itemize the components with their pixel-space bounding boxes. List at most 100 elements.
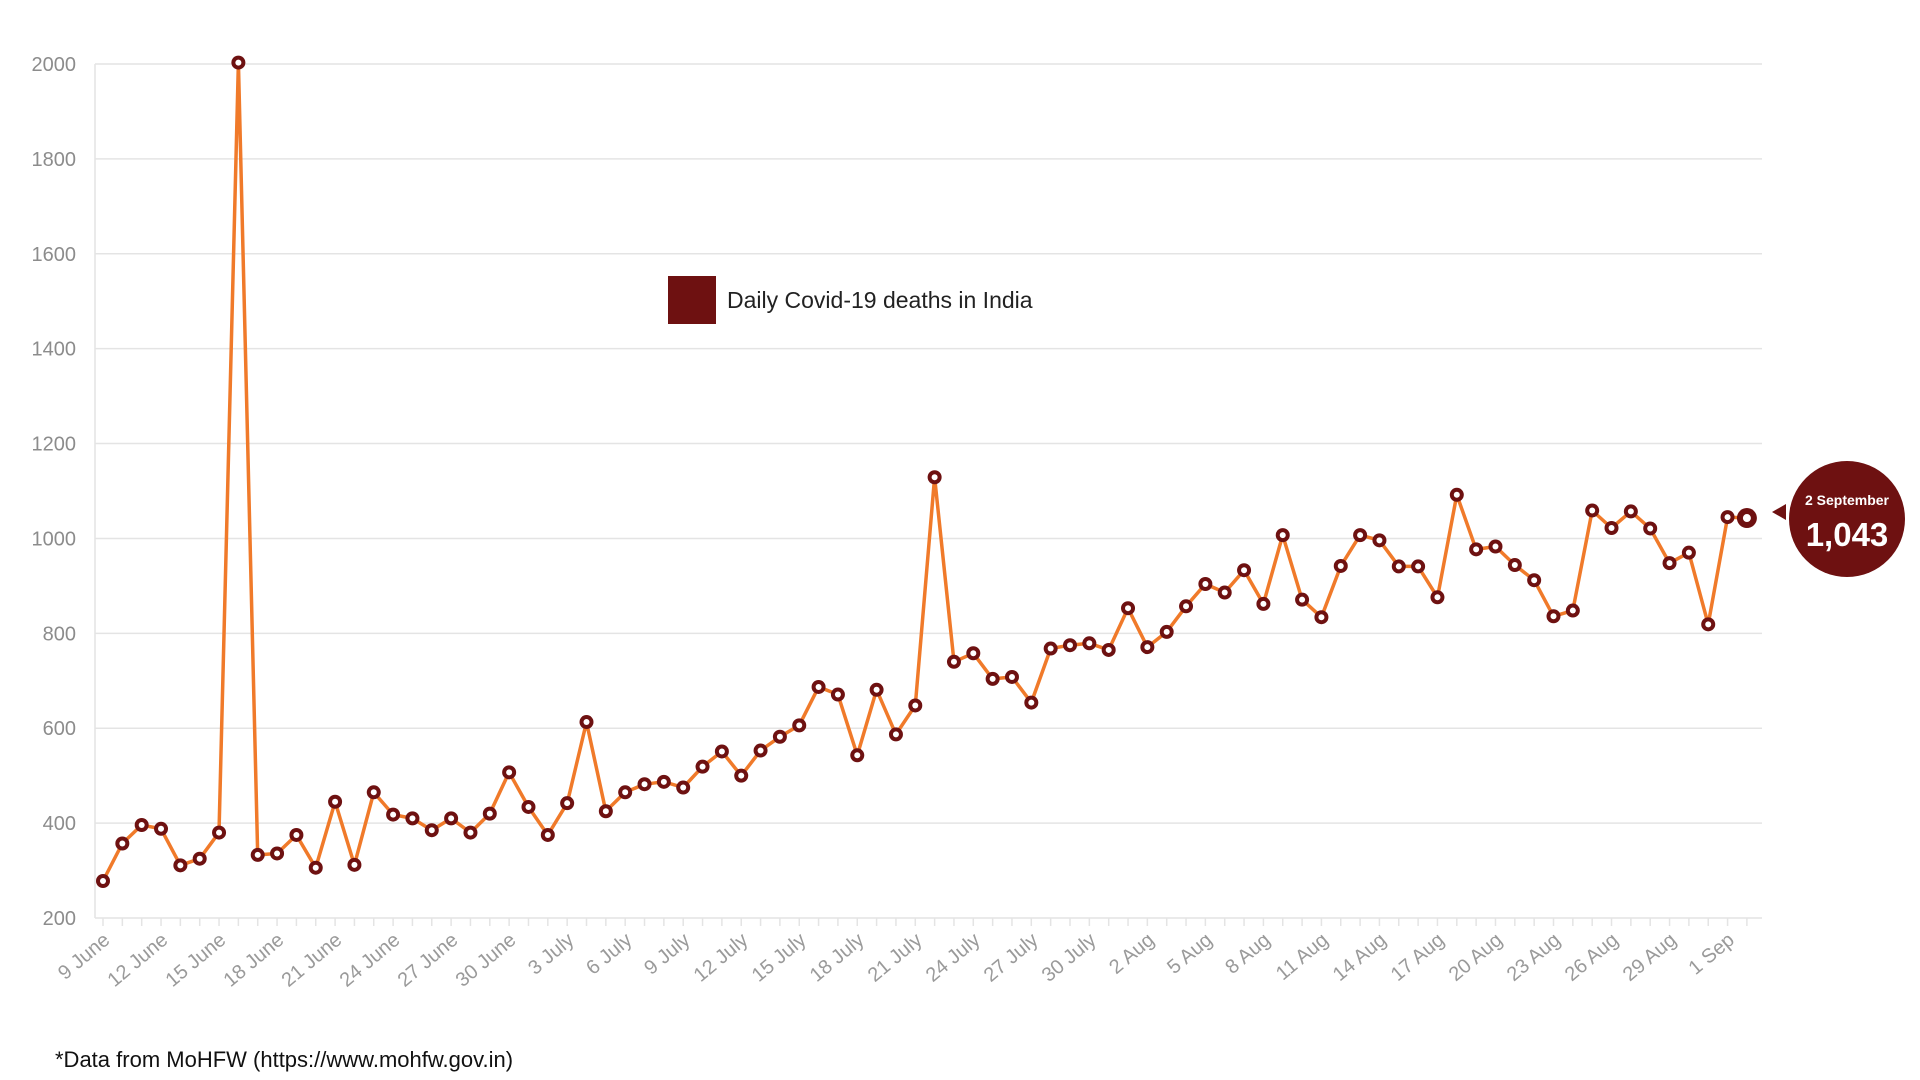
x-tick-label: 29 Aug (1619, 929, 1681, 986)
data-point-center (1627, 508, 1634, 515)
data-point-center (486, 810, 493, 817)
y-tick-label-600: 600 (43, 718, 76, 740)
data-point-center (370, 789, 377, 796)
data-point-center (660, 778, 667, 785)
data-point-center (1685, 549, 1692, 556)
data-point-center (873, 686, 880, 693)
x-tick-label: 24 June (336, 929, 405, 992)
data-point-center (138, 822, 145, 829)
data-point-center (1647, 525, 1654, 532)
data-point-center (1492, 543, 1499, 550)
x-tick-label: 12 July (690, 929, 753, 987)
data-point-center (1569, 607, 1576, 614)
data-point-center (1125, 605, 1132, 612)
data-point-center (1183, 603, 1190, 610)
data-point-center (312, 864, 319, 871)
data-point-center (1067, 642, 1073, 649)
data-point-center (583, 719, 590, 726)
gridlines (94, 63, 1762, 919)
x-tick-label: 12 June (104, 929, 173, 992)
y-tick-label-200: 200 (43, 908, 76, 930)
data-point-center (564, 800, 571, 807)
data-point-center (1724, 514, 1731, 521)
data-point-center (544, 831, 551, 838)
x-tick-label: 1 Sep (1685, 929, 1739, 979)
x-tick-label: 27 July (980, 929, 1043, 987)
data-point-center (506, 769, 513, 776)
data-point-center (1434, 594, 1441, 601)
x-tick-label: 17 Aug (1387, 929, 1449, 986)
data-point-center (1742, 514, 1751, 523)
data-point-center (1473, 546, 1480, 553)
data-point-center (931, 474, 938, 481)
data-point-center (1511, 562, 1518, 569)
x-tick-label: 30 July (1038, 929, 1101, 987)
data-point-center (428, 827, 435, 834)
data-point-center (235, 59, 242, 66)
data-point-center (796, 722, 803, 729)
y-tick-label-1200: 1200 (32, 434, 77, 456)
x-tick-label: 8 Aug (1221, 929, 1274, 979)
legend-swatch (668, 276, 716, 324)
data-point-center (1666, 560, 1673, 567)
callout-date: 2 September (1805, 492, 1890, 508)
data-point-center (1299, 596, 1306, 603)
data-point-center (718, 748, 725, 755)
data-point-center (1008, 673, 1015, 680)
callout-pointer (1772, 504, 1786, 520)
data-point-center (950, 658, 957, 665)
x-tick-label: 5 Aug (1163, 929, 1216, 979)
y-tick-label-400: 400 (43, 813, 76, 835)
data-point-center (158, 825, 165, 832)
y-axis: 200 400 600 800 1000 1200 1400 1600 1800 2000 (32, 54, 77, 930)
data-point-center (119, 840, 126, 847)
x-tick-label: 14 Aug (1329, 929, 1391, 986)
callout-value: 1,043 (1806, 516, 1889, 553)
x-tick-label: 15 July (748, 929, 811, 987)
data-point-center (525, 803, 532, 810)
data-point-center (699, 763, 706, 770)
data-point-center (100, 877, 106, 884)
x-tick-label: 18 July (806, 929, 869, 987)
data-point-center (274, 850, 281, 857)
data-point-center (1415, 563, 1422, 570)
data-point-center (1163, 628, 1170, 635)
data-point-center (1241, 567, 1248, 574)
data-point-center (892, 731, 899, 738)
data-point-center (641, 781, 648, 788)
data-point-center (332, 798, 339, 805)
data-point-center (1337, 562, 1344, 569)
data-point-center (854, 752, 861, 759)
y-tick-label-1600: 1600 (32, 244, 77, 266)
x-tick-label: 6 July (582, 929, 636, 979)
data-point-center (970, 650, 977, 657)
data-point-center (757, 747, 764, 754)
data-point-center (196, 855, 203, 862)
data-point-center (1105, 646, 1112, 653)
data-point-center (1202, 580, 1209, 587)
y-tick-label-2000: 2000 (32, 54, 77, 76)
x-tick-label: 21 July (864, 929, 927, 987)
legend-label: Daily Covid-19 deaths in India (727, 287, 1033, 313)
data-point-center (409, 815, 416, 822)
x-tick-label: 21 June (278, 929, 347, 992)
data-point-center (989, 675, 996, 682)
data-point-center (1453, 491, 1460, 498)
y-tick-label-1000: 1000 (32, 528, 77, 550)
data-point-center (1028, 699, 1035, 706)
data-point-center (351, 861, 358, 868)
data-point-center (1279, 532, 1286, 539)
data-point-center (1260, 600, 1267, 607)
y-tick-label-1800: 1800 (32, 149, 77, 171)
data-point-center (602, 808, 609, 815)
latest-value-callout: 2 September 1,043 (1772, 461, 1905, 577)
x-tick-label: 24 July (922, 929, 985, 987)
data-point-center (1357, 532, 1364, 539)
data-point-center (254, 851, 261, 858)
data-point-center (776, 733, 783, 740)
data-point-center (1705, 621, 1712, 628)
data-point-center (1550, 613, 1557, 620)
data-point-center (1395, 563, 1402, 570)
series-daily-deaths (96, 55, 1757, 888)
